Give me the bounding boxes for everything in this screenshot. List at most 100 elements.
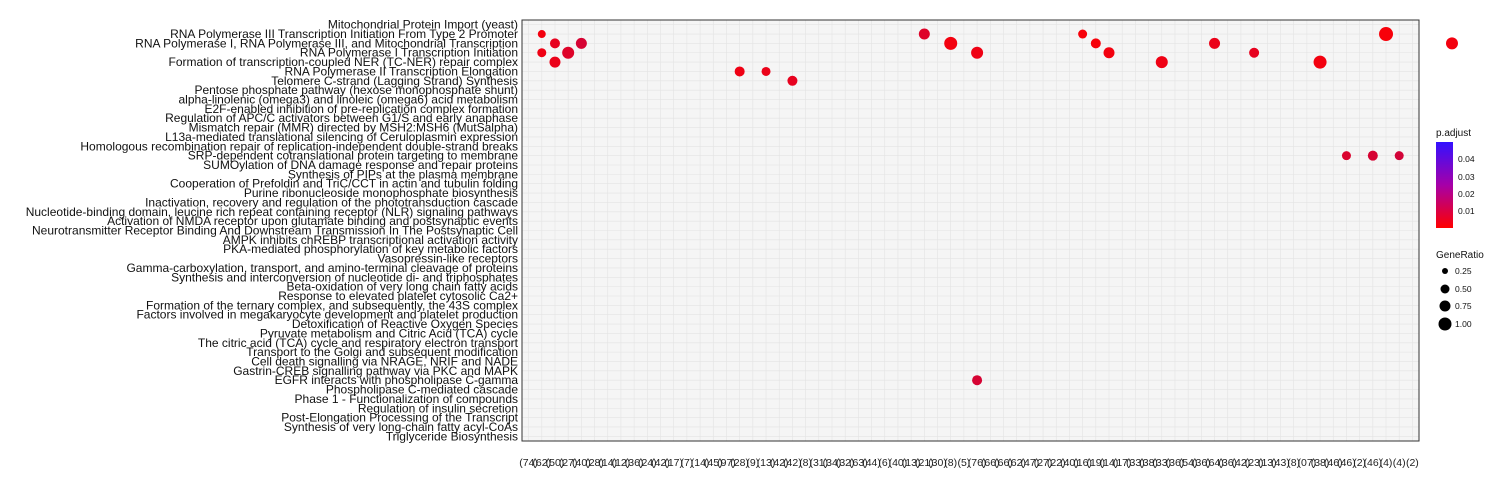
x-tick-label: (17) xyxy=(664,457,683,469)
y-tick-label: Mitochondrial Protein Import (yeast) xyxy=(328,18,518,32)
x-tick-label: (62) xyxy=(532,457,551,469)
color-legend-bar xyxy=(1436,142,1453,228)
data-point xyxy=(734,66,745,77)
y-tick-label: L13a-mediated translational silencing of… xyxy=(165,130,518,144)
data-point xyxy=(1341,151,1351,161)
y-tick-label: EGFR interacts with phospholipase C-gamm… xyxy=(275,373,519,387)
y-tick-label: Activation of NMDA receptor upon glutama… xyxy=(107,214,518,228)
data-point xyxy=(575,37,587,49)
color-legend-tick-3: 0.02 xyxy=(1458,189,1475,199)
y-tick-label: Gamma-carboxylation, transport, and amin… xyxy=(126,261,518,275)
x-tick-label: (38) xyxy=(1311,457,1330,469)
x-tick-label: (9) xyxy=(746,457,759,469)
x-tick-label: (07) xyxy=(1298,457,1317,469)
x-tick-label: (34) xyxy=(823,457,842,469)
size-legend-dot-4 xyxy=(1438,317,1452,331)
y-tick-label: Formation of the ternary complex, and su… xyxy=(146,298,518,312)
color-legend: p.adjust 0.04 0.03 0.02 0.01 xyxy=(1436,128,1475,228)
data-point xyxy=(1090,38,1101,49)
data-point xyxy=(1103,47,1115,59)
data-point xyxy=(1367,150,1378,161)
x-tick-label: (2) xyxy=(1406,457,1419,469)
y-tick-label: Regulation of APC/C activators between G… xyxy=(165,111,518,125)
x-tick-label: (74) xyxy=(519,457,538,469)
data-point xyxy=(971,46,984,59)
x-tick-label: (8) xyxy=(1287,457,1300,469)
x-tick-label: (42) xyxy=(651,457,670,469)
y-tick-label: RNA Polymerase I Transcription Initiatio… xyxy=(300,46,518,60)
y-tick-label: Gastrin-CREB signalling pathway via PKC … xyxy=(233,364,518,378)
x-tick-label: (32) xyxy=(836,457,855,469)
x-tick-label: (47) xyxy=(1021,457,1040,469)
data-point xyxy=(787,75,798,86)
y-tick-label: Formation of transcription-coupled NER (… xyxy=(169,55,518,69)
x-tick-label: (50) xyxy=(546,457,565,469)
data-point xyxy=(1078,29,1088,39)
x-tick-label: (14) xyxy=(691,457,710,469)
x-tick-label: (42) xyxy=(770,457,789,469)
y-tick-label: Pentose phosphate pathway (hexose monoph… xyxy=(194,83,518,97)
data-point xyxy=(944,36,958,50)
x-tick-label: (76) xyxy=(968,457,987,469)
y-tick-label: Pyruvate metabolism and Citric Acid (TCA… xyxy=(260,326,518,340)
x-tick-label: (40) xyxy=(1060,457,1079,469)
x-tick-label: (2) xyxy=(1353,457,1366,469)
x-tick-label: (16) xyxy=(1073,457,1092,469)
x-tick-label: (14) xyxy=(1100,457,1119,469)
x-tick-label: (13) xyxy=(757,457,776,469)
y-tick-label: Transport to the Golgi and subsequent mo… xyxy=(246,345,518,359)
data-point xyxy=(537,30,546,39)
x-tick-label: (24) xyxy=(638,457,657,469)
data-point xyxy=(761,66,771,76)
x-tick-label: (14) xyxy=(598,457,617,469)
x-tick-label: (6) xyxy=(878,457,891,469)
y-tick-label: Post-Elongation Processing of the Transc… xyxy=(281,411,518,425)
y-tick-label: Neurotransmitter Receptor Binding And Do… xyxy=(32,224,518,238)
x-tick-label: (13) xyxy=(1258,457,1277,469)
x-axis-labels: (74)(62)(50)(27)(40)(28)(14)(12)(36)(24)… xyxy=(519,457,1419,469)
x-tick-label: (42) xyxy=(1232,457,1251,469)
x-tick-label: (21) xyxy=(915,457,934,469)
data-point xyxy=(549,38,560,49)
data-point xyxy=(1394,151,1404,161)
data-point xyxy=(1445,37,1458,50)
color-legend-tick-1: 0.04 xyxy=(1458,154,1475,164)
x-tick-label: (44) xyxy=(862,457,881,469)
size-legend-title: GeneRatio xyxy=(1436,250,1484,261)
y-tick-label: Beta-oxidation of very long chain fatty … xyxy=(287,280,518,294)
y-tick-label: Mismatch repair (MMR) directed by MSH2:M… xyxy=(189,121,518,135)
y-tick-label: Response to elevated platelet cytosolic … xyxy=(278,289,518,303)
x-tick-label: (36) xyxy=(1218,457,1237,469)
data-points xyxy=(537,27,1458,386)
x-tick-label: (28) xyxy=(730,457,749,469)
data-point xyxy=(537,48,547,58)
color-legend-tick-4: 0.01 xyxy=(1458,206,1475,216)
y-tick-label: E2F-enabled inhibition of pre-replicatio… xyxy=(205,102,519,116)
data-point xyxy=(1249,47,1260,58)
x-tick-label: (4) xyxy=(1393,457,1406,469)
x-tick-label: (19) xyxy=(1086,457,1105,469)
x-tick-label: (22) xyxy=(1047,457,1066,469)
x-tick-label: (27) xyxy=(559,457,578,469)
y-tick-label: Synthesis of PIPs at the plasma membrane xyxy=(288,167,518,181)
y-tick-label: Phospholipase C-mediated cascade xyxy=(326,383,518,397)
x-tick-label: (40) xyxy=(889,457,908,469)
plot-border xyxy=(521,19,1420,442)
x-tick-label: (36) xyxy=(1192,457,1211,469)
x-tick-label: (13) xyxy=(902,457,921,469)
x-tick-label: (27) xyxy=(1034,457,1053,469)
data-point xyxy=(562,46,575,59)
x-tick-label: (40) xyxy=(572,457,591,469)
size-legend: GeneRatio 0.25 0.50 0.75 1.00 xyxy=(1436,250,1484,331)
x-tick-label: (38) xyxy=(1139,457,1158,469)
x-tick-label: (23) xyxy=(1245,457,1264,469)
size-legend-tick-2: 0.50 xyxy=(1455,284,1472,294)
size-legend-dot-2 xyxy=(1440,284,1450,294)
x-tick-label: (43) xyxy=(1271,457,1290,469)
x-tick-label: (4) xyxy=(1380,457,1393,469)
color-legend-tick-2: 0.03 xyxy=(1458,172,1475,182)
y-tick-label: RNA Polymerase II Transcription Elongati… xyxy=(285,64,518,78)
y-tick-label: Cooperation of Prefoldin and TriC/CCT in… xyxy=(170,177,518,191)
size-legend-dot-1 xyxy=(1442,268,1448,274)
